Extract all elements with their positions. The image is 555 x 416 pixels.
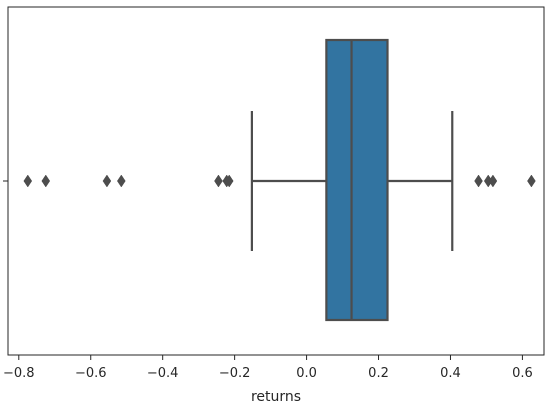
outlier-point xyxy=(488,174,498,188)
outlier-point xyxy=(214,174,223,188)
x-axis-ticks: −0.8 −0.6 −0.4 −0.2 0.0 0.2 0.4 0.6 xyxy=(3,355,533,381)
x-tick-label: −0.6 xyxy=(75,366,107,381)
boxplot-marks xyxy=(23,38,536,322)
outlier-point xyxy=(41,174,51,188)
outlier-point xyxy=(23,174,33,188)
outlier-point xyxy=(527,174,536,188)
outlier-point xyxy=(474,174,483,188)
outlier-point xyxy=(117,174,126,188)
x-tick-label: 0.2 xyxy=(368,366,389,381)
outlier-point xyxy=(224,174,234,188)
x-tick-label: 0.6 xyxy=(512,366,533,381)
interquartile-box xyxy=(325,38,389,322)
x-axis-label: returns xyxy=(251,389,301,405)
x-tick-label: −0.2 xyxy=(219,366,251,381)
x-tick-label: −0.4 xyxy=(147,366,179,381)
x-tick-label: 0.0 xyxy=(296,366,317,381)
x-tick-label: 0.4 xyxy=(440,366,461,381)
outlier-point xyxy=(102,174,112,188)
x-tick-label: −0.8 xyxy=(3,366,35,381)
